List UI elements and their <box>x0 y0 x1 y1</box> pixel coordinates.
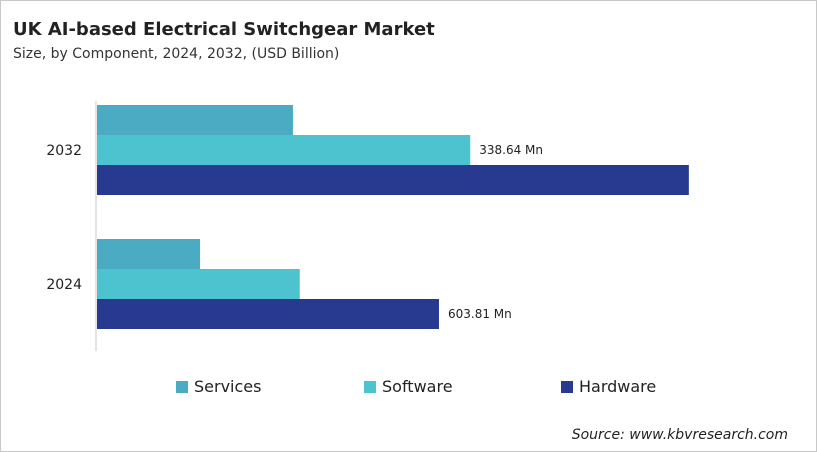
bar-hardware-2032 <box>97 165 689 195</box>
data-label: 603.81 Mn <box>448 307 512 321</box>
bar-services-2024 <box>97 239 201 269</box>
bar-chart: 2032 338.64 Mn 2024 603.81 Mn <box>46 101 689 351</box>
legend-services: Services <box>176 377 261 396</box>
category-tick-label: 2032 <box>46 143 82 159</box>
chart-title: UK AI-based Electrical Switchgear Market <box>13 19 435 40</box>
legend-swatch <box>561 380 573 393</box>
legend-label: Services <box>194 377 262 396</box>
legend-label: Software <box>382 377 453 396</box>
legend-swatch <box>364 380 376 393</box>
legend-swatch <box>176 380 188 393</box>
bar-software-2032 <box>97 135 471 165</box>
source-note: Source: www.kbvresearch.com <box>571 427 788 443</box>
legend-software: Software <box>364 377 453 396</box>
chart-subtitle: Size, by Component, 2024, 2032, (USD Bil… <box>13 46 340 62</box>
bar-software-2024 <box>97 269 300 299</box>
bar-hardware-2024 <box>97 299 439 329</box>
data-label: 338.64 Mn <box>479 143 543 157</box>
legend-label: Hardware <box>579 377 657 396</box>
category-tick-label: 2024 <box>46 277 82 293</box>
legend-hardware: Hardware <box>561 377 656 396</box>
bar-services-2032 <box>97 105 293 135</box>
